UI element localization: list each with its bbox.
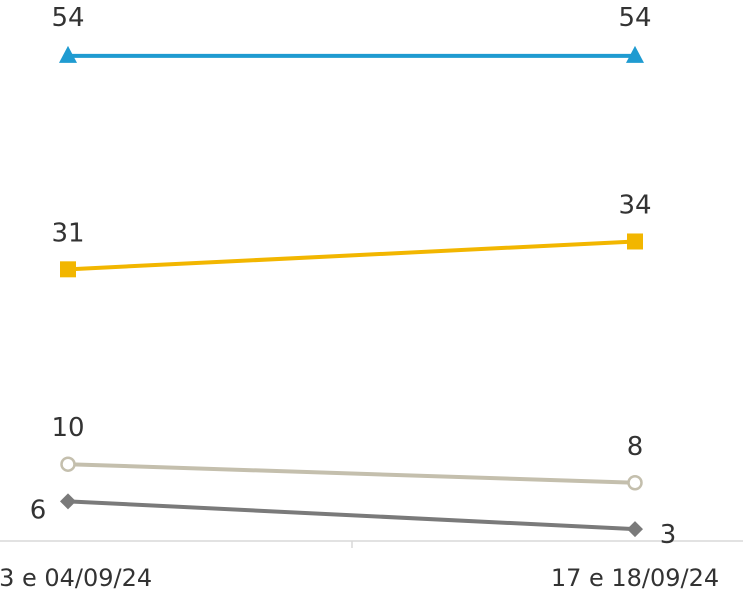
series-3-point-2-label: 8 [627,432,644,462]
data-label-layer: 54 54 31 34 10 8 6 3 [30,3,677,550]
series-3-point-1-marker [60,456,76,472]
series-4-line [66,499,637,532]
series-layer [59,45,644,538]
series-1-point-1-label: 54 [51,3,84,33]
series-3-line [66,462,637,485]
series-1-point-2-label: 54 [618,3,651,33]
series-4-point-1-marker [60,493,76,510]
series-4-point-2-marker [627,521,643,538]
series-2-point-2-label: 34 [618,190,651,220]
series-2-point-2-marker [627,233,643,250]
series-1-point-2-marker [626,45,644,63]
series-4-point-1-label: 6 [30,495,47,525]
series-2-point-1-marker [60,261,76,278]
series-3-point-1-label: 10 [51,413,84,443]
x-tick-label-1: 03 e 04/09/24 [0,564,152,590]
series-4-point-2-label: 3 [660,520,677,550]
series-2-line [66,239,637,272]
series-3-point-2-marker [627,475,643,491]
series-1-point-1-marker [59,45,77,63]
x-tick-label-2: 17 e 18/09/24 [551,564,719,590]
series-2-point-1-label: 31 [51,218,84,248]
